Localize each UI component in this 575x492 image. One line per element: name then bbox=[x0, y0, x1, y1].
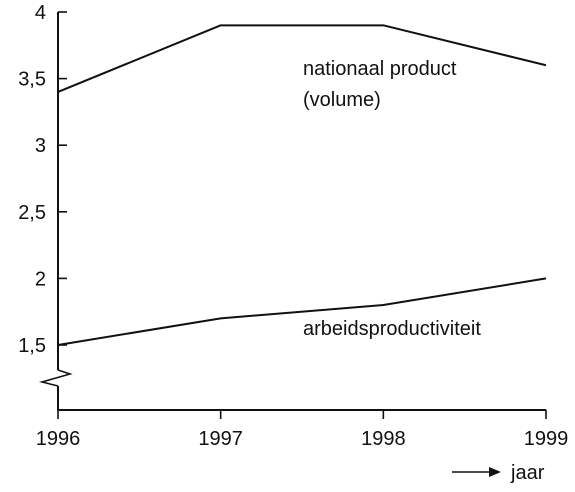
series-label: arbeidsproductiviteit bbox=[303, 318, 481, 340]
y-axis: 1,5 2 2,5 3 3,5 4 bbox=[18, 2, 73, 410]
y-tick-label: 2,5 bbox=[18, 202, 46, 224]
x-axis-label-group: jaar bbox=[452, 462, 545, 484]
series-label: nationaal product bbox=[303, 58, 457, 80]
y-tick-label: 1,5 bbox=[18, 335, 46, 357]
series-label: (volume) bbox=[303, 89, 381, 111]
x-axis-label: jaar bbox=[510, 462, 545, 484]
y-tick-label: 3 bbox=[35, 135, 46, 157]
x-tick-label: 1998 bbox=[361, 428, 406, 450]
y-tick-label: 2 bbox=[35, 268, 46, 290]
series-line bbox=[57, 24, 547, 93]
series-layer: nationaal product (volume) arbeidsproducti… bbox=[57, 24, 547, 346]
y-axis-break bbox=[38, 369, 73, 387]
y-tick-label: 3,5 bbox=[18, 69, 46, 91]
y-tick-label: 4 bbox=[35, 2, 46, 24]
x-tick-label: 1997 bbox=[198, 428, 243, 450]
x-axis: 1996 1997 1998 1999 jaar bbox=[36, 409, 569, 484]
series-line bbox=[57, 277, 547, 346]
x-tick-label: 1999 bbox=[524, 428, 569, 450]
x-axis-arrow-icon bbox=[489, 467, 501, 477]
x-tick-label: 1996 bbox=[36, 428, 81, 450]
